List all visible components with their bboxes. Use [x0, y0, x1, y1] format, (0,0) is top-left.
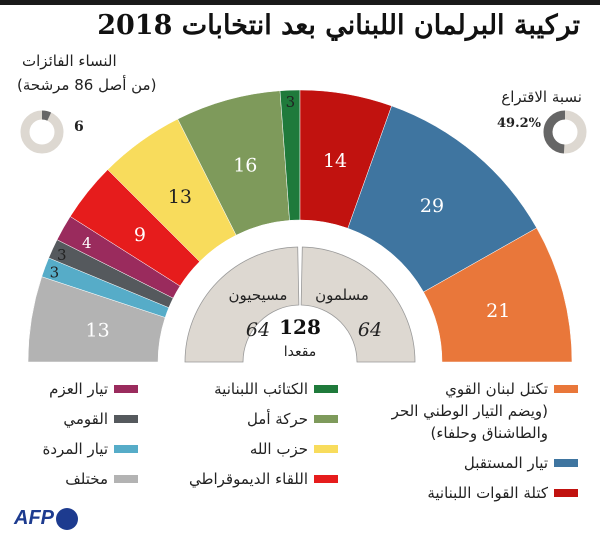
legend-label: حركة أمل — [246, 410, 308, 428]
legend-item: تكتل لبنان القوي (ويضم التيار الوطني الحر… — [388, 378, 578, 444]
turnout-donut-value-arc — [543, 110, 566, 154]
total-seats: 128 — [279, 315, 321, 339]
legend-text: الكتائب اللبنانية — [214, 378, 308, 400]
turnout-value-label: 49.2% — [497, 116, 542, 131]
legend-swatch — [314, 445, 338, 453]
legend-item: تيار العزم — [18, 378, 138, 400]
legend-label: اللقاء الديموقراطي — [189, 470, 308, 488]
legend-text: مختلف — [65, 468, 108, 490]
legend-item: الكتائب اللبنانية — [178, 378, 338, 400]
legend-label: مختلف — [65, 470, 108, 488]
legend-item: تيار المستقبل — [388, 452, 578, 474]
legend-label: حزب الله — [249, 440, 308, 458]
legend-text: حركة أمل — [247, 408, 308, 430]
legend-text: حزب الله — [250, 438, 308, 460]
segment-label-9: 29 — [420, 195, 444, 217]
legend-label: كتلة القوات اللبنانية — [427, 484, 548, 502]
legend-swatch — [114, 445, 138, 453]
legend-item: حزب الله — [178, 438, 338, 460]
legend-item: كتلة القوات اللبنانية — [388, 482, 578, 504]
legend-swatch — [314, 415, 338, 423]
afp-logo: AFP — [14, 507, 78, 530]
segment-label-0: 13 — [86, 319, 110, 341]
legend-item: مختلف — [18, 468, 138, 490]
legend-text: تيار المستقبل — [464, 452, 548, 474]
legend-text: تكتل لبنان القوي (ويضم التيار الوطني الحر… — [388, 378, 548, 444]
total-seats-label: مقعدا — [284, 344, 317, 360]
chart-title: تركيبة البرلمان اللبناني بعد انتخابات 20… — [97, 10, 580, 41]
legend-text: تيار العزم — [49, 378, 108, 400]
legend-item: اللقاء الديموقراطي — [178, 468, 338, 490]
women-donut-value-arc — [41, 110, 52, 121]
legend-label: تيار المردة — [42, 440, 108, 458]
afp-logo-text: AFP — [14, 507, 54, 529]
legend-col-3: تيار العزم القومي تيار المردة مختلف — [18, 378, 138, 498]
inner-name-1: مسلمون — [315, 286, 369, 304]
inner-value-0: 64 — [246, 319, 270, 341]
legend-swatch — [554, 489, 578, 497]
legend-text: تيار المردة — [42, 438, 108, 460]
segment-label-1: 3 — [50, 264, 60, 282]
afp-logo-dot — [56, 507, 78, 530]
legend-item: تيار المردة — [18, 438, 138, 460]
legend-item: حركة أمل — [178, 408, 338, 430]
segment-10 — [423, 227, 573, 363]
legend-swatch — [314, 475, 338, 483]
legend-col-1: تكتل لبنان القوي (ويضم التيار الوطني الحر… — [388, 378, 578, 512]
women-value-label: 6 — [74, 119, 84, 135]
inner-christians — [184, 246, 300, 363]
segment-label-10: 21 — [486, 300, 510, 322]
legend-swatch — [114, 415, 138, 423]
legend-swatch — [314, 385, 338, 393]
segment-label-7: 3 — [286, 93, 296, 111]
legend-text: اللقاء الديموقراطي — [189, 468, 308, 490]
inner-name-0: مسيحيون — [229, 286, 288, 304]
inner-muslims — [300, 246, 416, 363]
legend-text: القومي — [63, 408, 108, 430]
legend-note: (ويضم التيار الوطني الحر والطاشناق وحلفا… — [391, 402, 548, 442]
segment-label-6: 16 — [233, 154, 257, 176]
legend-label: تكتل لبنان القوي — [445, 380, 548, 398]
legend-label: تيار المستقبل — [463, 454, 548, 472]
legend-swatch — [554, 385, 578, 393]
segment-label-5: 13 — [168, 186, 192, 208]
legend-label: الكتائب اللبنانية — [214, 380, 308, 398]
women-subtitle: (من أصل 86 مرشحة) — [17, 76, 157, 94]
legend-label: القومي — [63, 410, 108, 428]
legend-item: القومي — [18, 408, 138, 430]
legend-label: تيار العزم — [49, 380, 108, 398]
women-title: النساء الفائزات — [22, 52, 117, 70]
segment-label-8: 14 — [323, 150, 347, 172]
legend-swatch — [114, 475, 138, 483]
segment-label-4: 9 — [134, 224, 146, 246]
legend-swatch — [554, 459, 578, 467]
segment-label-3: 4 — [82, 234, 92, 252]
legend-text: كتلة القوات اللبنانية — [427, 482, 548, 504]
legend-swatch — [114, 385, 138, 393]
segment-label-2: 3 — [57, 246, 67, 264]
legend-col-2: الكتائب اللبنانية حركة أمل حزب الله اللقاء … — [178, 378, 338, 498]
women-donut-track — [20, 110, 64, 154]
top-bar — [0, 0, 600, 5]
turnout-title: نسبة الاقتراع — [501, 88, 582, 106]
inner-value-1: 64 — [358, 319, 382, 341]
